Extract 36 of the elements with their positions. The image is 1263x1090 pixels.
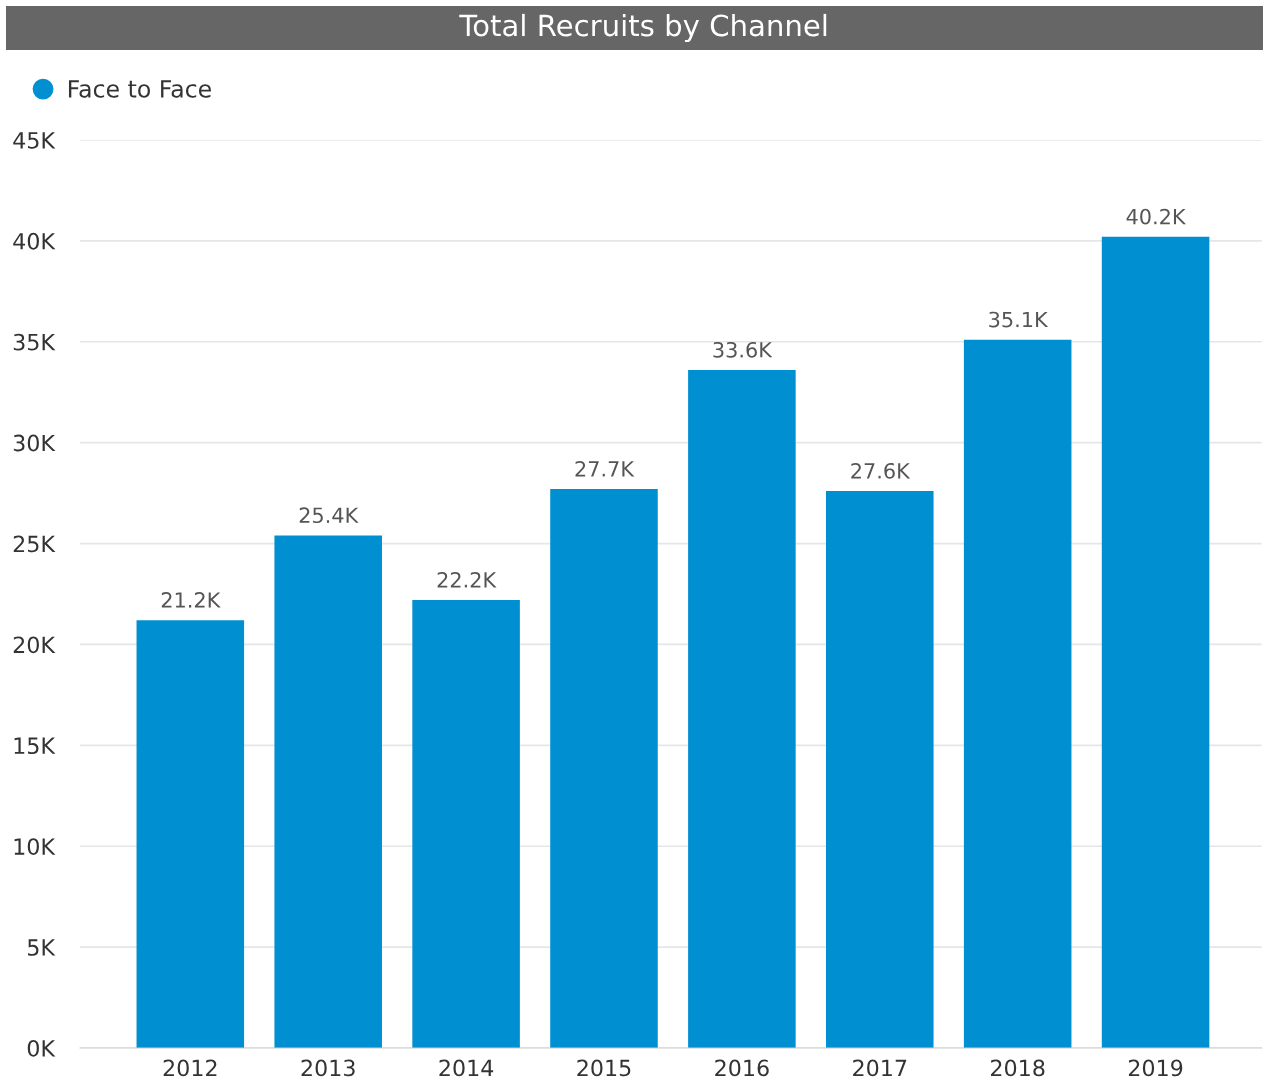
bar [550, 489, 658, 1048]
x-tick-label: 2015 [577, 1059, 631, 1077]
y-tick-label: 0K [27, 1039, 56, 1057]
bar [1101, 236, 1210, 1048]
y-tick-label: 15K [14, 737, 56, 755]
y-tick-label: 25K [13, 535, 56, 553]
x-tick-label: 2013 [301, 1059, 355, 1077]
bar [412, 600, 520, 1048]
data-label: 40.2K [1126, 208, 1187, 225]
bar [826, 491, 934, 1048]
data-label: 35.1K [989, 311, 1049, 328]
bar [136, 620, 245, 1048]
data-label: 27.7K [575, 460, 635, 477]
x-tick-label: 2018 [991, 1059, 1045, 1077]
data-label: 22.2K [437, 571, 497, 588]
data-label: 21.2K [161, 592, 221, 608]
chart-title: Total Recruits by Channel [459, 13, 827, 43]
y-tick-label: 5K [28, 939, 56, 956]
legend-label: Face to Face [68, 80, 211, 98]
y-tick-label: 35K [13, 333, 56, 351]
y-tick-label: 45K [13, 132, 56, 149]
bar [688, 370, 796, 1048]
bar [963, 339, 1072, 1048]
x-tick-label: 2012 [163, 1059, 217, 1077]
data-label: 33.6K [713, 341, 773, 358]
y-tick-label: 10K [14, 838, 56, 855]
data-label: 25.4K [299, 507, 359, 524]
x-tick-label: 2014 [439, 1059, 494, 1077]
x-tick-label: 2017 [853, 1059, 907, 1077]
y-tick-label: 40K [13, 232, 56, 250]
x-tick-label: 2016 [715, 1059, 769, 1077]
y-tick-label: 30K [13, 434, 56, 452]
bar [274, 535, 382, 1048]
data-label: 27.6K [851, 462, 911, 479]
x-tick-label: 2019 [1128, 1059, 1183, 1077]
y-tick-label: 20K [13, 636, 56, 654]
